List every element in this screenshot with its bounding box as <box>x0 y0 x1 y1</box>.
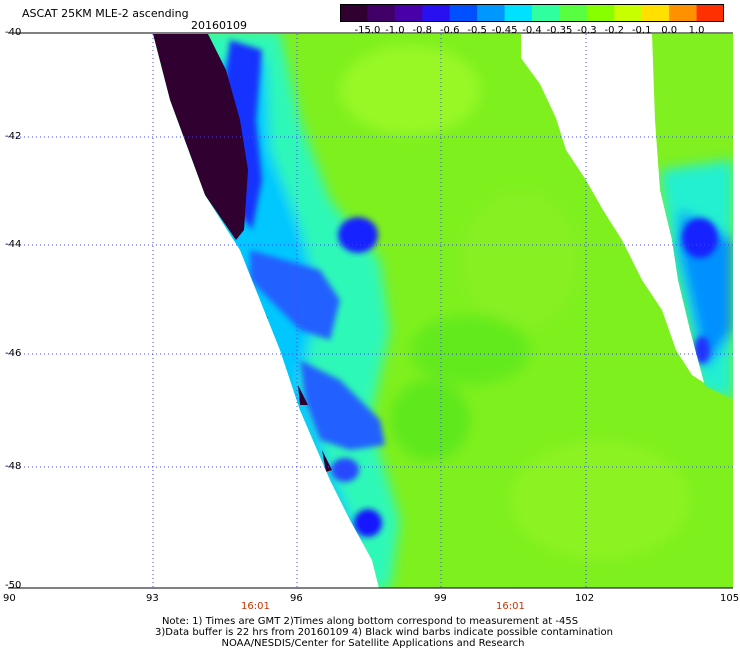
colorbar-label: -0.6 <box>439 25 460 36</box>
colorbar-swatch <box>586 4 615 22</box>
colorbar-border <box>340 4 724 22</box>
colorbar-swatch <box>504 4 533 22</box>
colorbar-swatch <box>532 4 560 22</box>
colorbar-swatch <box>477 4 506 22</box>
colorbar-swatch <box>559 4 588 22</box>
y-tick-label: -48 <box>5 461 22 472</box>
colorbar-label: 1.0 <box>688 25 705 36</box>
x-tick-label: 90 <box>3 593 16 604</box>
y-tick-label: -44 <box>5 239 22 250</box>
colorbar-swatch <box>367 4 396 22</box>
x-tick-label: 99 <box>434 593 447 604</box>
colorbar-swatch <box>340 4 368 22</box>
colorbar-label: -0.4 <box>522 25 542 36</box>
colorbar-swatch <box>614 4 643 22</box>
chart-date: 20160109 <box>191 19 247 32</box>
plot-frame <box>8 32 733 589</box>
colorbar-label: -0.1 <box>631 25 652 36</box>
x-tick-label: 102 <box>575 593 595 604</box>
x-tick-label: 105 <box>720 593 740 604</box>
colorbar-label: -0.35 <box>546 25 573 36</box>
colorbar-label: -0.5 <box>467 25 487 36</box>
y-tick-label: -42 <box>5 131 22 142</box>
colorbar-label: 0.0 <box>661 25 678 36</box>
colorbar-label: -15.0 <box>354 25 381 36</box>
colorbar-swatch <box>669 4 698 22</box>
colorbar-label: -0.2 <box>604 25 625 36</box>
x-tick-label: 96 <box>290 593 303 604</box>
colorbar-label: -0.45 <box>491 25 518 36</box>
x-tick-label: 93 <box>146 593 159 604</box>
note-line-1: Note: 1) Times are GMT 2)Times along bot… <box>161 616 579 627</box>
y-tick-label: -46 <box>5 348 22 359</box>
chart-title: ASCAT 25KM MLE-2 ascending <box>22 7 189 20</box>
graticule <box>8 34 733 588</box>
y-tick-label: -50 <box>5 580 22 591</box>
colorbar-swatch <box>394 4 423 22</box>
colorbar-swatch <box>422 4 451 22</box>
colorbar-label: -1.0 <box>385 25 405 36</box>
swath-main <box>153 34 733 588</box>
colorbar <box>340 4 724 22</box>
colorbar-swatch <box>641 4 670 22</box>
colorbar-swatch <box>449 4 478 22</box>
time-label: 16:01 <box>241 601 270 612</box>
colorbar-label: -0.8 <box>412 25 433 36</box>
note-line-2: 3)Data buffer is 22 hrs from 20160109 4)… <box>155 627 613 638</box>
time-label: 16:01 <box>496 601 525 612</box>
y-tick-label: -40 <box>5 27 22 38</box>
note-line-3: NOAA/NESDIS/Center for Satellite Applica… <box>221 638 525 649</box>
colorbar-swatch <box>696 4 724 22</box>
colorbar-label: -0.3 <box>577 25 597 36</box>
